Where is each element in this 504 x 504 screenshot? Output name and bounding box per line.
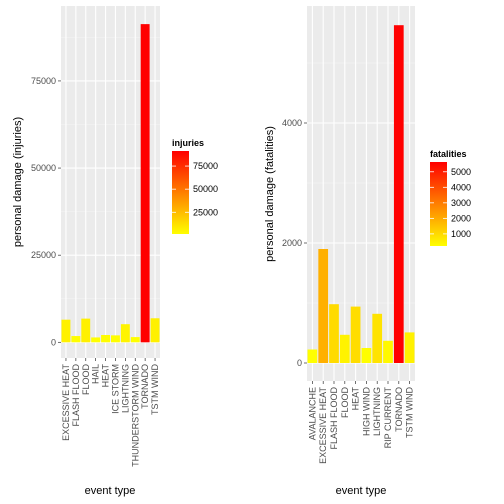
x-axis-title: event type (85, 485, 136, 497)
legend-title: fatalities (430, 149, 467, 159)
bar (318, 249, 329, 363)
x-tick-label: HEAT (101, 364, 111, 388)
bar (339, 334, 350, 363)
bar (393, 25, 404, 363)
x-tick-label: TORNADO (140, 364, 150, 409)
bar (110, 335, 120, 343)
bar (130, 337, 140, 343)
x-tick-label: RIP CURRENT (383, 387, 393, 449)
x-tick-label: FLOOD (340, 387, 350, 419)
x-axis: AVALANCHE EXCESSIVE HEAT FLASH FLOOD FLOOD H… (307, 381, 415, 464)
y-tick-label: 0 (51, 337, 56, 347)
legend-label: 4000 (451, 182, 471, 192)
bar (361, 348, 372, 363)
bar (140, 24, 150, 343)
bar (61, 319, 71, 343)
legend: injuries 75000 50000 25000 (172, 138, 218, 234)
bar (101, 334, 111, 343)
bar (404, 332, 415, 363)
bar (120, 324, 130, 343)
gridlines (61, 6, 160, 358)
x-tick-label: FLASH FLOOD (329, 387, 339, 450)
x-tick-label: AVALANCHE (307, 387, 317, 440)
bar (350, 306, 361, 363)
y-axis: 0 2000 4000 (282, 118, 307, 368)
legend-colorbar (430, 162, 447, 246)
bar (71, 336, 81, 343)
y-tick-label: 50000 (31, 163, 56, 173)
y-tick-label: 0 (297, 358, 302, 368)
x-tick-label: LIGHTNING (120, 364, 130, 413)
x-tick-label: TSTM WIND (405, 387, 415, 438)
legend-label: 3000 (451, 198, 471, 208)
x-tick-label: TSTM WIND (150, 364, 160, 415)
legend-colorbar (172, 151, 189, 234)
legend-label: 50000 (193, 184, 218, 194)
bars (307, 25, 415, 363)
fatalities-chart: 0 2000 4000 AVALANCHE EXCESSIVE HEAT FLASH F… (264, 6, 471, 497)
x-tick-label: EXCESSIVE HEAT (318, 387, 328, 464)
x-axis-title: event type (336, 485, 387, 497)
x-tick-label: ICE STORM (110, 364, 120, 414)
x-tick-label: LIGHTNING (372, 387, 382, 436)
x-tick-label: HIGH WIND (361, 387, 371, 436)
bar (329, 304, 339, 363)
bar (150, 318, 160, 343)
y-axis: 0 25000 50000 75000 (31, 76, 61, 347)
x-tick-label: HAIL (91, 364, 101, 384)
y-tick-label: 2000 (282, 238, 302, 248)
legend-label: 75000 (193, 161, 218, 171)
x-tick-label: FLASH FLOOD (71, 364, 81, 427)
x-axis: EXCESSIVE HEAT FLASH FLOOD FLOOD HAIL HEAT IC… (61, 358, 160, 467)
x-tick-label: TORNADO (394, 387, 404, 432)
bar (81, 318, 91, 343)
legend: fatalities 5000 4000 3000 2000 1000 (430, 149, 471, 246)
x-tick-label: HEAT (351, 387, 361, 411)
bar (307, 349, 318, 363)
legend-label: 2000 (451, 213, 471, 223)
bars (61, 24, 160, 343)
y-tick-label: 4000 (282, 118, 302, 128)
bar (372, 313, 383, 363)
y-axis-title: personal damage (fatalities) (264, 126, 276, 262)
y-tick-label: 75000 (31, 76, 56, 86)
x-tick-label: EXCESSIVE HEAT (61, 364, 71, 441)
injuries-chart: 0 25000 50000 75000 EXCESSIVE HEAT FLASH FLO… (12, 6, 218, 497)
legend-label: 1000 (451, 229, 471, 239)
legend-label: 5000 (451, 167, 471, 177)
bar (91, 337, 101, 343)
y-axis-title: personal damage (injuries) (12, 117, 24, 247)
x-tick-label: FLOOD (81, 364, 91, 396)
bar (383, 340, 393, 363)
y-tick-label: 25000 (31, 250, 56, 260)
legend-title: injuries (172, 138, 204, 148)
x-tick-label: THUNDERSTORM WIND (130, 364, 140, 467)
legend-label: 25000 (193, 207, 218, 217)
